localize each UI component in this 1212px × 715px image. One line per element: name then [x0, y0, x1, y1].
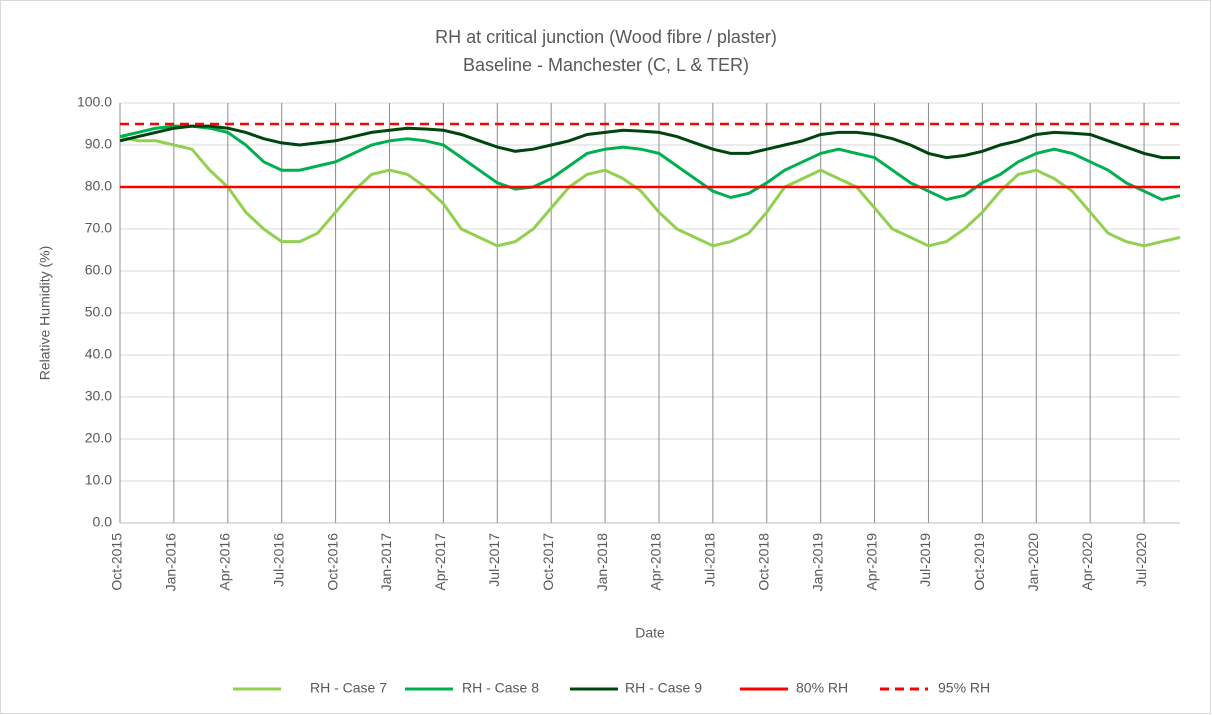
x-tick-label: Apr-2019	[863, 533, 879, 591]
x-tick-label: Apr-2020	[1079, 533, 1095, 591]
legend-label: 95% RH	[938, 680, 990, 696]
x-axis-label: Date	[635, 625, 665, 641]
x-tick-label: Oct-2018	[755, 533, 771, 591]
x-tick-label: Jul-2018	[702, 533, 718, 587]
y-tick-label: 50.0	[85, 304, 112, 320]
legend-label: 80% RH	[796, 680, 848, 696]
y-tick-label: 80.0	[85, 178, 112, 194]
x-tick-label: Jan-2017	[378, 533, 394, 592]
x-tick-label: Oct-2016	[324, 533, 340, 591]
x-tick-label: Jan-2016	[163, 533, 179, 592]
y-tick-label: 10.0	[85, 472, 112, 488]
series-line	[119, 124, 1180, 160]
x-tick-label: Jan-2020	[1025, 533, 1041, 592]
y-tick-label: 20.0	[85, 430, 112, 446]
y-tick-label: 70.0	[85, 220, 112, 236]
legend-label: RH - Case 8	[462, 680, 539, 696]
y-tick-label: 90.0	[85, 136, 112, 152]
x-tick-label: Oct-2015	[109, 533, 125, 591]
x-tick-label: Jan-2019	[809, 533, 825, 592]
chart-subtitle: Baseline - Manchester (C, L & TER)	[463, 55, 749, 75]
y-tick-label: 60.0	[85, 262, 112, 278]
x-tick-label: Jul-2016	[270, 533, 286, 587]
x-tick-label: Jul-2017	[486, 533, 502, 587]
y-tick-label: 0.0	[93, 514, 113, 530]
x-tick-label: Apr-2016	[216, 533, 232, 591]
series-line	[119, 135, 1181, 248]
x-tick-label: Jan-2018	[594, 533, 610, 592]
x-tick-label: Apr-2018	[648, 533, 664, 591]
y-tick-label: 100.0	[77, 94, 112, 110]
legend-label: RH - Case 9	[625, 680, 702, 696]
x-tick-label: Jul-2020	[1133, 533, 1149, 587]
y-tick-label: 30.0	[85, 388, 112, 404]
y-axis-label: Relative Humidity (%)	[37, 246, 53, 381]
legend-label: RH - Case 7	[310, 680, 387, 696]
series-line	[119, 124, 1181, 202]
chart-title: RH at critical junction (Wood fibre / pl…	[435, 27, 777, 47]
x-tick-label: Oct-2017	[540, 533, 556, 591]
x-tick-label: Oct-2019	[971, 533, 987, 591]
x-tick-label: Apr-2017	[432, 533, 448, 591]
y-tick-label: 40.0	[85, 346, 112, 362]
x-tick-label: Jul-2019	[917, 533, 933, 587]
